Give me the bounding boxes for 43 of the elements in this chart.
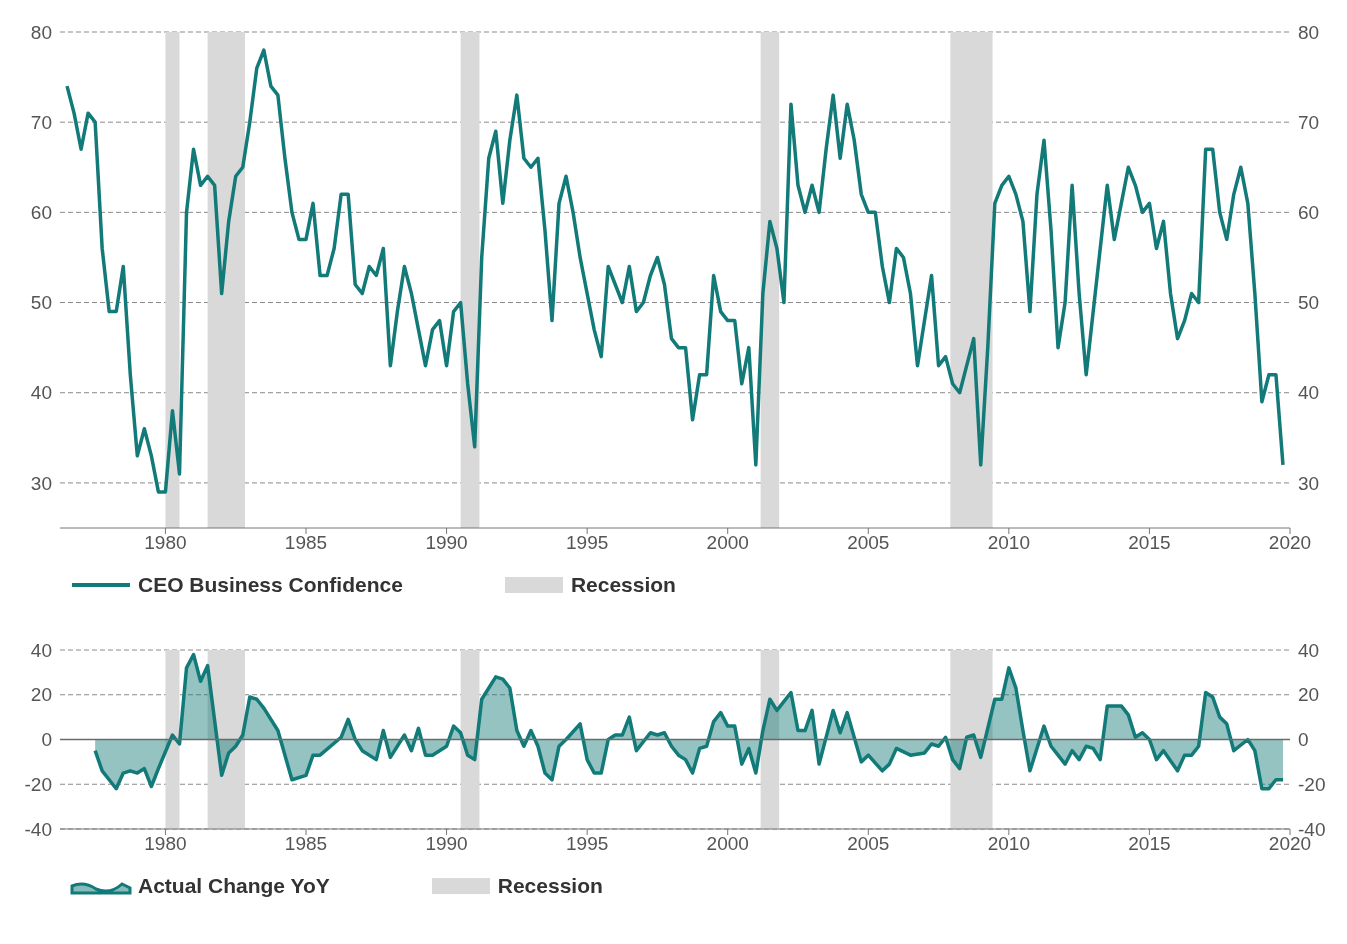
y-tick-label: 60 [30, 202, 52, 224]
y2-tick-label: 70 [1298, 111, 1320, 133]
y-tick-label: -20 [24, 773, 52, 795]
x-tick-label: 2020 [1268, 532, 1312, 554]
y-tick-label: 80 [30, 21, 52, 43]
x-tick-label: 1985 [284, 833, 328, 855]
y2-tick-label: 40 [1298, 382, 1320, 404]
x-tick-label: 2010 [987, 833, 1030, 855]
y2-tick-label: 0 [1298, 729, 1309, 751]
y-tick-label: -40 [24, 818, 52, 840]
x-tick-label: 1980 [144, 532, 187, 554]
legend-label: Actual Change YoY [138, 874, 330, 898]
y-tick-label: 50 [30, 292, 52, 314]
x-tick-label: 2005 [847, 833, 890, 855]
y2-tick-label: -20 [1298, 773, 1326, 795]
x-tick-label: 2005 [847, 532, 890, 554]
y2-tick-label: 40 [1298, 639, 1320, 661]
x-tick-label: 2015 [1128, 532, 1171, 554]
x-tick-label: 1995 [566, 833, 609, 855]
y2-tick-label: 20 [1298, 684, 1320, 706]
y2-tick-label: 30 [1298, 472, 1320, 494]
legend-label: Recession [570, 573, 676, 597]
x-tick-label: 1985 [284, 532, 328, 554]
legend-label: Recession [497, 874, 603, 898]
line-series [65, 48, 1285, 494]
y-tick-label: 40 [30, 639, 52, 661]
y2-tick-label: 50 [1298, 292, 1320, 314]
x-tick-label: 1990 [425, 833, 468, 855]
y-tick-label: 70 [30, 111, 52, 133]
y-tick-label: 30 [30, 472, 52, 494]
x-tick-label: 2015 [1128, 833, 1171, 855]
x-tick-label: 1990 [425, 532, 468, 554]
y2-tick-label: 80 [1298, 21, 1320, 43]
y-tick-label: 40 [30, 382, 52, 404]
x-tick-label: 2000 [706, 833, 749, 855]
x-tick-label: 2000 [706, 532, 749, 554]
legend-label: CEO Business Confidence [138, 573, 403, 597]
x-tick-label: 1980 [144, 833, 187, 855]
y2-tick-label: 60 [1298, 202, 1320, 224]
x-tick-label: 2010 [987, 532, 1030, 554]
x-tick-label: 1995 [566, 532, 609, 554]
y-tick-label: 20 [30, 684, 52, 706]
y-tick-label: 0 [41, 729, 52, 751]
